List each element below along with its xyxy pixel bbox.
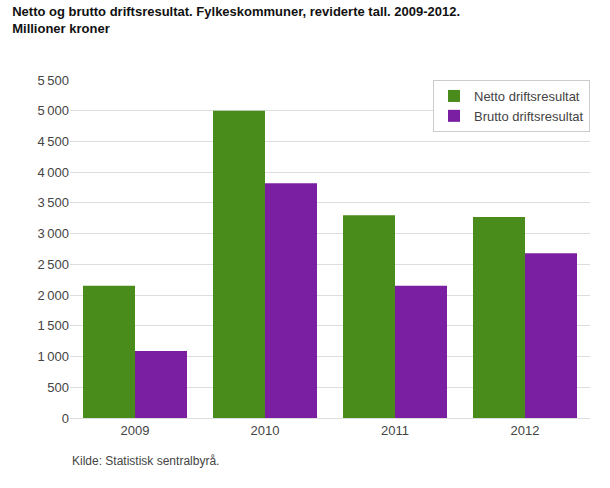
svg-text:1 500: 1 500 <box>37 318 69 333</box>
svg-text:Kilde: Statistisk sentralbyrå.: Kilde: Statistisk sentralbyrå. <box>72 454 219 468</box>
svg-text:2 000: 2 000 <box>37 288 69 303</box>
svg-text:3 000: 3 000 <box>37 226 69 241</box>
svg-text:Netto driftsresultat: Netto driftsresultat <box>474 89 580 104</box>
svg-text:2 500: 2 500 <box>37 257 69 272</box>
svg-text:Brutto driftsresultat: Brutto driftsresultat <box>474 109 583 124</box>
svg-text:4 500: 4 500 <box>37 134 69 149</box>
svg-text:1 000: 1 000 <box>37 349 69 364</box>
svg-text:0: 0 <box>62 411 69 426</box>
svg-text:2011: 2011 <box>381 423 409 438</box>
svg-text:4 000: 4 000 <box>37 165 69 180</box>
svg-text:2010: 2010 <box>251 423 280 438</box>
svg-text:3 500: 3 500 <box>37 195 69 210</box>
svg-text:5 000: 5 000 <box>37 103 69 118</box>
svg-text:500: 500 <box>47 380 69 395</box>
svg-text:Netto og brutto driftsresultat: Netto og brutto driftsresultat. Fylkesko… <box>12 4 460 36</box>
svg-text:5 500: 5 500 <box>37 73 69 88</box>
svg-text:2012: 2012 <box>511 423 540 438</box>
svg-text:2009: 2009 <box>121 423 150 438</box>
